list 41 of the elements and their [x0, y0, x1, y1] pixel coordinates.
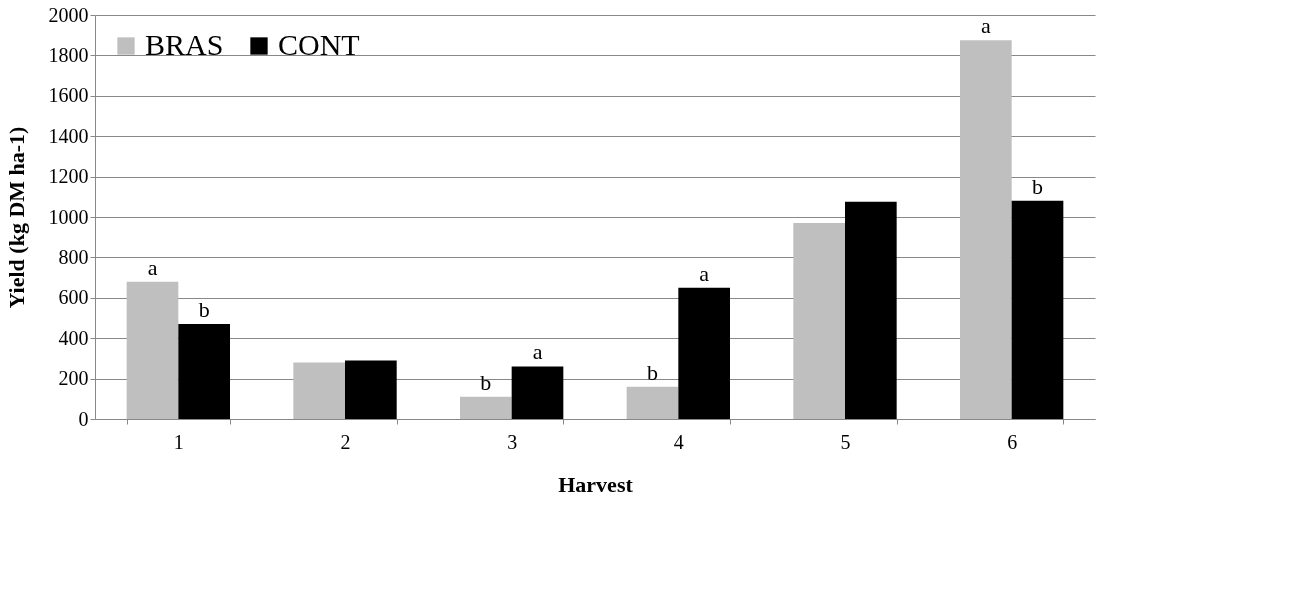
- bar: [511, 366, 564, 419]
- x-tick-label: 4: [673, 430, 684, 453]
- bar: [126, 281, 179, 419]
- annotation: b: [647, 359, 658, 385]
- y-tick-label: 2000: [48, 3, 89, 26]
- y-tick-label: 0: [78, 407, 89, 430]
- x-tick-label: 6: [1007, 430, 1018, 453]
- y-tick-label: 1800: [48, 43, 89, 66]
- bar: [178, 324, 230, 419]
- x-tick-label: 3: [507, 430, 518, 453]
- legend-label: CONT: [278, 28, 360, 61]
- y-tick-label: 1600: [48, 84, 89, 107]
- y-axis-title: Yield (kg DM ha-1): [3, 126, 29, 309]
- y-tick-label: 400: [58, 326, 89, 349]
- legend-label: BRAS: [145, 28, 224, 61]
- y-tick-label: 600: [58, 286, 89, 309]
- bar: [793, 223, 845, 419]
- bar: [845, 201, 897, 419]
- annotation: b: [1032, 173, 1043, 199]
- annotation: a: [699, 260, 710, 286]
- annotation: a: [980, 13, 991, 39]
- x-tick-label: 1: [173, 430, 184, 453]
- bar: [345, 360, 397, 419]
- y-tick-label: 1000: [48, 205, 89, 228]
- y-tick-label: 800: [58, 245, 89, 268]
- y-tick-label: 1400: [48, 124, 89, 147]
- y-tick-label: 200: [58, 367, 89, 390]
- annotation: b: [198, 297, 210, 323]
- bar: [626, 386, 679, 419]
- y-tick-label: 1200: [48, 165, 89, 188]
- x-tick-label: 5: [840, 430, 851, 453]
- x-axis-title: Harvest: [558, 471, 634, 497]
- bar: [293, 362, 345, 419]
- bar: [460, 396, 512, 419]
- bar: [678, 287, 730, 419]
- bar: [1011, 200, 1064, 419]
- annotation: b: [480, 369, 492, 395]
- bar: [960, 40, 1012, 419]
- annotation: a: [147, 254, 158, 280]
- x-tick-label: 2: [340, 430, 351, 453]
- annotation: a: [532, 339, 543, 365]
